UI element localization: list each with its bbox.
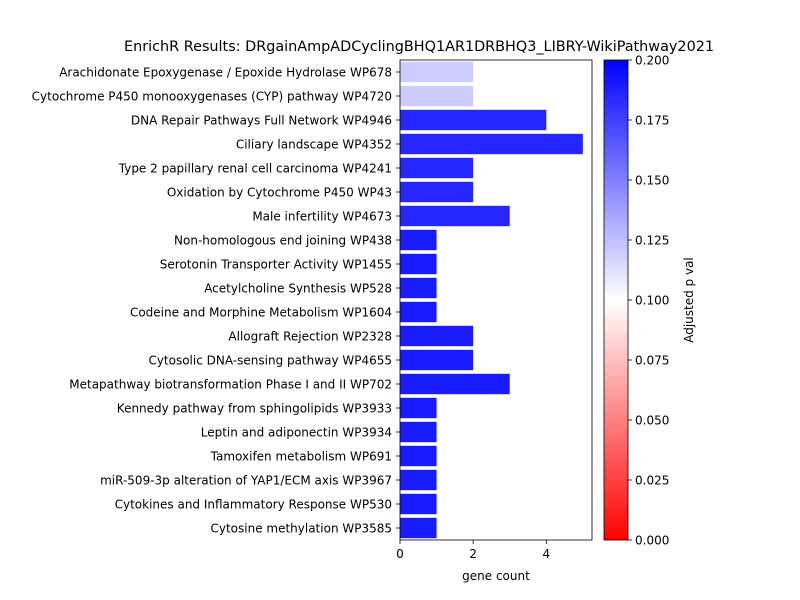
bar: [400, 493, 437, 515]
colorbar-ticks: 0.000 0.025 0.050 0.075 0.100 0.125 0.150 0.175…: [628, 54, 669, 548]
bar: [400, 205, 510, 227]
bar: [400, 397, 437, 419]
colorbar-tick-label: 0.150: [635, 174, 669, 188]
bar: [400, 421, 437, 443]
y-tick-label: DNA Repair Pathways Full Network WP4946: [131, 114, 392, 128]
chart-title: EnrichR Results: DRgainAmpADCyclingBHQ1A…: [124, 39, 714, 55]
y-tick-label: Non-homologous end joining WP438: [174, 234, 392, 248]
x-tick-label: 4: [542, 547, 550, 561]
bar: [400, 61, 474, 83]
bar: [400, 301, 437, 323]
bar: [400, 277, 437, 299]
y-tick-label: Acetylcholine Synthesis WP528: [204, 282, 392, 296]
y-tick-label: Oxidation by Cytochrome P450 WP43: [167, 186, 392, 200]
y-tick-label: Cytochrome P450 monooxygenases (CYP) pat…: [32, 90, 392, 104]
bar: [400, 253, 437, 275]
bar: [400, 85, 474, 107]
colorbar-tick-label: 0.025: [635, 474, 669, 488]
colorbar-tick-label: 0.100: [635, 294, 669, 308]
y-tick-label: Cytokines and Inflammatory Response WP53…: [115, 498, 392, 512]
colorbar-tick-label: 0.175: [635, 114, 669, 128]
bar: [400, 229, 437, 251]
y-tick-label: Male infertility WP4673: [252, 210, 392, 224]
colorbar-label: Adjusted p val: [682, 257, 696, 343]
y-tick-label: Arachidonate Epoxygenase / Epoxide Hydro…: [59, 66, 392, 80]
bar: [400, 469, 437, 491]
x-axis-ticks: 0 2 4: [396, 540, 550, 561]
bar: [400, 445, 437, 467]
colorbar-tick-label: 0.050: [635, 414, 669, 428]
bar: [400, 373, 510, 395]
y-tick-label: Type 2 papillary renal cell carcinoma WP…: [118, 162, 392, 176]
colorbar-tick-label: 0.000: [635, 534, 669, 548]
x-axis-label: gene count: [462, 569, 530, 583]
bar: [400, 109, 547, 131]
y-tick-label: Metapathway biotransformation Phase I an…: [69, 378, 392, 392]
x-tick-label: 2: [469, 547, 477, 561]
bar: [400, 157, 474, 179]
y-tick-label: miR-509-3p alteration of YAP1/ECM axis W…: [100, 474, 392, 488]
y-tick-label: Kennedy pathway from sphingolipids WP393…: [117, 402, 392, 416]
x-tick-label: 0: [396, 547, 404, 561]
bar: [400, 181, 474, 203]
bar: [400, 133, 583, 155]
y-tick-label: Codeine and Morphine Metabolism WP1604: [130, 306, 392, 320]
bar: [400, 325, 474, 347]
y-tick-label: Leptin and adiponectin WP3934: [201, 426, 392, 440]
y-tick-label: Ciliary landscape WP4352: [236, 138, 392, 152]
y-tick-label: Serotonin Transporter Activity WP1455: [160, 258, 392, 272]
y-tick-labels: Arachidonate Epoxygenase / Epoxide Hydro…: [32, 66, 400, 536]
y-tick-label: Cytosolic DNA-sensing pathway WP4655: [148, 354, 392, 368]
colorbar: [603, 59, 629, 541]
bar: [400, 349, 474, 371]
y-tick-label: Cytosine methylation WP3585: [210, 522, 392, 536]
plot-frame: [399, 59, 593, 541]
y-tick-label: Allograft Rejection WP2328: [228, 330, 392, 344]
colorbar-tick-label: 0.075: [635, 354, 669, 368]
colorbar-tick-label: 0.125: [635, 234, 669, 248]
y-tick-label: Tamoxifen metabolism WP691: [210, 450, 392, 464]
bars-group: [400, 61, 583, 539]
colorbar-tick-label: 0.200: [635, 54, 669, 68]
bar: [400, 517, 437, 539]
